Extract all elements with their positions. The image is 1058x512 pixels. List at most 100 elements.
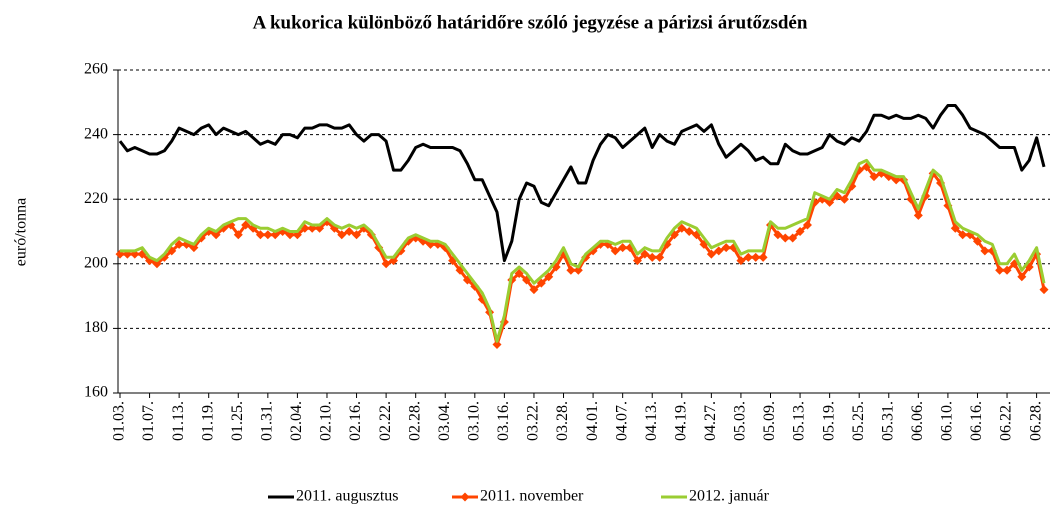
point-marker — [1002, 265, 1012, 275]
point-marker — [618, 243, 628, 253]
point-marker — [721, 243, 731, 253]
x-tick-label: 04.19. — [672, 401, 689, 441]
x-tick-label: 04.27. — [702, 401, 719, 441]
point-marker — [529, 285, 539, 295]
x-tick-label: 02.04. — [288, 401, 305, 441]
point-marker — [802, 220, 812, 230]
point-marker — [1039, 285, 1049, 295]
x-tick-label: 06.16. — [968, 401, 985, 441]
point-marker — [492, 340, 502, 350]
x-tick-label: 02.28. — [406, 401, 423, 441]
legend-label: 2012. január — [689, 488, 770, 505]
point-marker — [647, 252, 657, 262]
point-marker — [972, 236, 982, 246]
series-line — [118, 104, 1046, 263]
x-tick-label: 06.10. — [939, 401, 956, 441]
series-line — [120, 165, 1046, 347]
point-marker — [189, 243, 199, 253]
point-marker — [773, 230, 783, 240]
point-marker — [270, 230, 280, 240]
point-marker — [536, 278, 546, 288]
point-marker — [263, 230, 273, 240]
point-marker — [514, 268, 524, 278]
point-marker — [825, 197, 835, 207]
point-marker — [980, 246, 990, 256]
point-marker — [233, 230, 243, 240]
x-tick-label: 01.25. — [229, 401, 246, 441]
legend-label: 2011. november — [480, 488, 584, 505]
point-marker — [743, 252, 753, 262]
legend-label: 2011. augusztus — [296, 488, 399, 505]
point-marker — [337, 230, 347, 240]
x-tick-label: 05.13. — [791, 401, 808, 441]
x-tick-label: 01.19. — [199, 401, 216, 441]
point-marker — [352, 230, 362, 240]
x-tick-label: 05.25. — [850, 401, 867, 441]
point-marker — [255, 230, 265, 240]
x-tick-label: 03.16. — [495, 401, 512, 441]
x-tick-label: 06.22. — [998, 401, 1015, 441]
x-tick-label: 03.10. — [465, 401, 482, 441]
x-tick-label: 01.31. — [259, 401, 276, 441]
x-tick-label: 03.04. — [436, 401, 453, 441]
point-marker — [566, 265, 576, 275]
x-tick-label: 03.22. — [525, 401, 542, 441]
point-marker — [1017, 272, 1027, 282]
x-tick-label: 04.07. — [613, 401, 630, 441]
y-tick-label: 180 — [84, 319, 108, 336]
point-marker — [544, 272, 554, 282]
point-marker — [677, 223, 687, 233]
point-marker — [174, 239, 184, 249]
x-tick-label: 05.09. — [761, 401, 778, 441]
y-tick-label: 220 — [84, 190, 108, 207]
point-marker — [610, 246, 620, 256]
point-marker — [640, 249, 650, 259]
x-tick-label: 01.07. — [140, 401, 157, 441]
point-marker — [751, 252, 761, 262]
point-marker — [152, 259, 162, 269]
legend-marker — [460, 492, 470, 502]
x-tick-label: 04.13. — [643, 401, 660, 441]
x-tick-label: 06.28. — [1027, 401, 1044, 441]
x-tick-label: 05.19. — [820, 401, 837, 441]
point-marker — [684, 227, 694, 236]
point-marker — [780, 233, 790, 243]
point-marker — [839, 194, 849, 204]
point-marker — [950, 223, 960, 233]
point-marker — [241, 220, 251, 230]
x-tick-label: 01.13. — [170, 401, 187, 441]
point-marker — [736, 256, 746, 266]
y-axis-label: euró/tonna — [13, 198, 30, 266]
point-marker — [714, 246, 724, 256]
point-marker — [995, 265, 1005, 275]
point-marker — [381, 259, 391, 269]
point-marker — [958, 230, 968, 240]
x-tick-label: 02.10. — [318, 401, 335, 441]
y-tick-label: 200 — [84, 254, 108, 271]
x-tick-label: 02.22. — [377, 401, 394, 441]
x-tick-label: 03.28. — [554, 401, 571, 441]
series-line — [120, 158, 1046, 343]
y-tick-label: 160 — [84, 384, 108, 401]
point-marker — [211, 230, 221, 240]
y-tick-label: 240 — [84, 125, 108, 142]
chart-title: A kukorica különböző határidőre szóló je… — [253, 12, 808, 33]
x-tick-label: 02.16. — [347, 401, 364, 441]
point-marker — [655, 252, 665, 262]
point-marker — [758, 252, 768, 262]
x-tick-label: 04.01. — [584, 401, 601, 441]
point-marker — [706, 249, 716, 259]
point-marker — [573, 265, 583, 275]
point-marker — [795, 227, 805, 236]
point-marker — [344, 227, 354, 236]
x-tick-label: 06.06. — [909, 401, 926, 441]
point-marker — [788, 233, 798, 243]
point-marker — [913, 210, 923, 220]
point-marker — [869, 172, 879, 182]
y-tick-label: 260 — [84, 61, 108, 78]
x-tick-label: 05.03. — [732, 401, 749, 441]
x-tick-label: 05.31. — [879, 401, 896, 441]
x-tick-label: 01.03. — [111, 401, 128, 441]
point-marker — [632, 256, 642, 266]
